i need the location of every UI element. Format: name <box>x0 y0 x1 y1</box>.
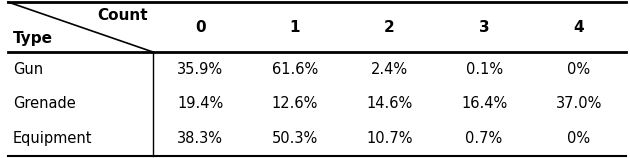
Text: 14.6%: 14.6% <box>367 97 413 112</box>
Text: 19.4%: 19.4% <box>177 97 224 112</box>
Text: 2.4%: 2.4% <box>371 62 408 77</box>
Text: 38.3%: 38.3% <box>177 131 223 146</box>
Text: Grenade: Grenade <box>13 97 76 112</box>
Text: 0: 0 <box>195 19 205 34</box>
Text: 10.7%: 10.7% <box>366 131 413 146</box>
Text: Type: Type <box>13 31 53 46</box>
Text: 1: 1 <box>290 19 300 34</box>
Text: 35.9%: 35.9% <box>177 62 224 77</box>
Text: 2: 2 <box>384 19 395 34</box>
Text: 12.6%: 12.6% <box>272 97 318 112</box>
Text: 37.0%: 37.0% <box>556 97 602 112</box>
Text: 0%: 0% <box>567 62 590 77</box>
Text: 50.3%: 50.3% <box>272 131 318 146</box>
Text: Equipment: Equipment <box>13 131 93 146</box>
Text: 61.6%: 61.6% <box>272 62 318 77</box>
Text: 0.1%: 0.1% <box>466 62 503 77</box>
Text: Count: Count <box>98 8 148 23</box>
Text: 4: 4 <box>573 19 584 34</box>
Text: 3: 3 <box>479 19 490 34</box>
Text: 0%: 0% <box>567 131 590 146</box>
Text: 16.4%: 16.4% <box>461 97 507 112</box>
Text: Gun: Gun <box>13 62 43 77</box>
Text: 0.7%: 0.7% <box>466 131 503 146</box>
